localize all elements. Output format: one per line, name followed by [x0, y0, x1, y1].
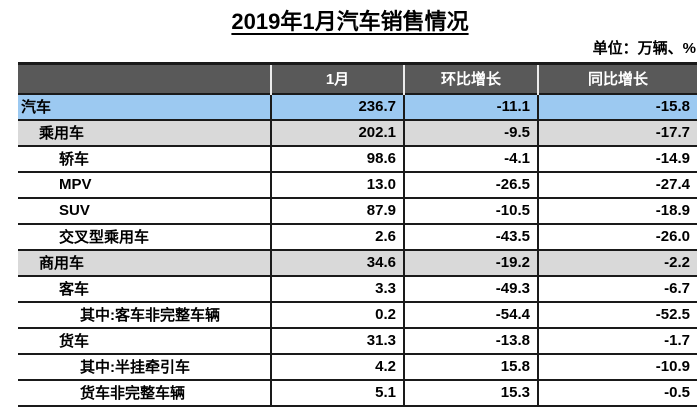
row-value: -6.7 — [537, 275, 697, 302]
row-label: 货车 — [18, 327, 271, 354]
row-value: -13.8 — [403, 327, 538, 354]
table-row: MPV 13.0 -26.5 -27.4 — [18, 171, 697, 198]
row-value: -10.9 — [537, 353, 697, 380]
row-value: -27.4 — [537, 171, 697, 198]
row-value: -17.7 — [537, 119, 697, 146]
table-row: 轿车 98.6 -4.1 -14.9 — [18, 145, 697, 172]
row-label: 商用车 — [18, 249, 271, 276]
auto-sales-table: 1月 环比增长 同比增长 汽车 236.7 -11.1 -15.8 乘用车 202.1 -9… — [18, 62, 697, 407]
table-row: 交叉型乘用车 2.6 -43.5 -26.0 — [18, 223, 697, 250]
table-row: 货车非完整车辆 5.1 15.3 -0.5 — [18, 379, 697, 406]
row-value: 2.6 — [270, 223, 404, 250]
row-label: 乘用车 — [18, 119, 271, 146]
row-value: 34.6 — [270, 249, 404, 276]
row-value: 4.2 — [270, 353, 404, 380]
table-row: 其中:半挂牵引车 4.2 15.8 -10.9 — [18, 353, 697, 380]
row-value: -26.0 — [537, 223, 697, 250]
row-value: -54.4 — [403, 301, 538, 328]
row-value: 31.3 — [270, 327, 404, 354]
row-label: 客车 — [18, 275, 271, 302]
row-label: 交叉型乘用车 — [18, 223, 271, 250]
row-value: -10.5 — [403, 197, 538, 224]
row-value: -52.5 — [537, 301, 697, 328]
row-value: -4.1 — [403, 145, 538, 172]
row-value: 0.2 — [270, 301, 404, 328]
table-row: 客车 3.3 -49.3 -6.7 — [18, 275, 697, 302]
row-label: 轿车 — [18, 145, 271, 172]
row-value: 15.8 — [403, 353, 538, 380]
table-row: 其中:客车非完整车辆 0.2 -54.4 -52.5 — [18, 301, 697, 328]
row-value: 15.3 — [403, 379, 538, 406]
row-value: -1.7 — [537, 327, 697, 354]
table-row: 乘用车 202.1 -9.5 -17.7 — [18, 119, 697, 146]
page-title-text: 2019年1月汽车销售情况 — [231, 9, 469, 34]
column-header-january: 1月 — [270, 63, 404, 94]
row-label: 货车非完整车辆 — [18, 379, 271, 406]
row-value: -11.1 — [403, 93, 538, 120]
column-header-mom-growth: 环比增长 — [403, 63, 538, 94]
table-row: SUV 87.9 -10.5 -18.9 — [18, 197, 697, 224]
row-label: SUV — [18, 197, 271, 224]
row-value: 87.9 — [270, 197, 404, 224]
page-title: 2019年1月汽车销售情况 — [0, 0, 700, 35]
row-value: 3.3 — [270, 275, 404, 302]
row-value: 5.1 — [270, 379, 404, 406]
row-value: -26.5 — [403, 171, 538, 198]
row-value: 236.7 — [270, 93, 404, 120]
row-value: 202.1 — [270, 119, 404, 146]
row-value: -15.8 — [537, 93, 697, 120]
table-header-row: 1月 环比增长 同比增长 — [18, 63, 697, 94]
row-value: -0.5 — [537, 379, 697, 406]
unit-note: 单位：万辆、% — [592, 40, 696, 57]
table-row: 货车 31.3 -13.8 -1.7 — [18, 327, 697, 354]
row-value: -9.5 — [403, 119, 538, 146]
row-value: -2.2 — [537, 249, 697, 276]
row-value: -43.5 — [403, 223, 538, 250]
row-label: MPV — [18, 171, 271, 198]
row-value: -19.2 — [403, 249, 538, 276]
row-label: 其中:客车非完整车辆 — [18, 301, 271, 328]
table-row: 汽车 236.7 -11.1 -15.8 — [18, 93, 697, 120]
row-value: -14.9 — [537, 145, 697, 172]
column-header-yoy-growth: 同比增长 — [537, 63, 697, 94]
row-value: 98.6 — [270, 145, 404, 172]
row-value: -49.3 — [403, 275, 538, 302]
table-row: 商用车 34.6 -19.2 -2.2 — [18, 249, 697, 276]
row-value: 13.0 — [270, 171, 404, 198]
row-label: 其中:半挂牵引车 — [18, 353, 271, 380]
row-value: -18.9 — [537, 197, 697, 224]
row-label: 汽车 — [18, 93, 271, 120]
column-header-category — [18, 63, 271, 94]
